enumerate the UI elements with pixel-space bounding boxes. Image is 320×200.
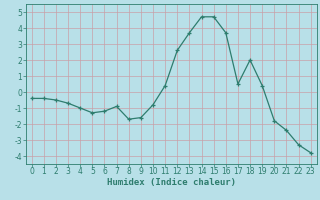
X-axis label: Humidex (Indice chaleur): Humidex (Indice chaleur) [107,178,236,187]
